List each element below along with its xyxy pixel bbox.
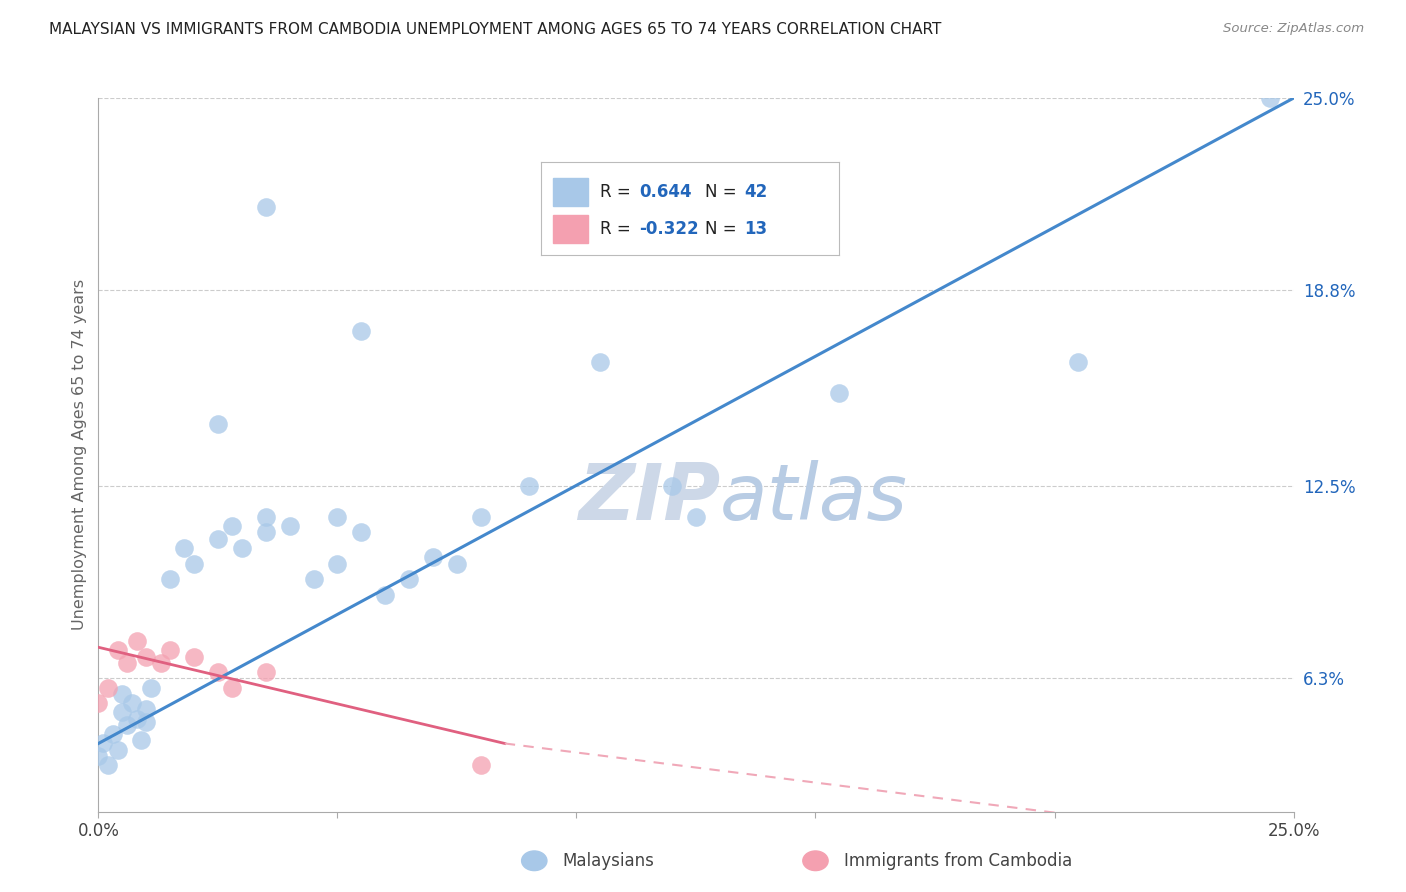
Point — [398, 572, 420, 586]
Point — [135, 714, 157, 729]
Text: 0.644: 0.644 — [640, 183, 692, 201]
Point — [207, 532, 229, 546]
Point — [87, 748, 110, 763]
Point — [589, 355, 612, 369]
Point — [159, 572, 181, 586]
Point — [131, 733, 153, 747]
Point — [254, 510, 277, 524]
Point — [115, 656, 138, 670]
Point — [231, 541, 253, 555]
Point — [207, 417, 229, 431]
Point — [470, 758, 492, 772]
Point — [135, 649, 157, 664]
Point — [183, 649, 205, 664]
Point — [254, 525, 277, 540]
Point — [111, 706, 134, 720]
Point — [91, 736, 114, 750]
Point — [125, 634, 148, 648]
Point — [97, 758, 120, 772]
Point — [107, 742, 129, 756]
Point — [374, 588, 396, 602]
Point — [685, 510, 707, 524]
Text: R =: R = — [600, 220, 637, 238]
Text: R =: R = — [600, 183, 637, 201]
Point — [326, 510, 349, 524]
Text: atlas: atlas — [720, 459, 908, 536]
Y-axis label: Unemployment Among Ages 65 to 74 years: Unemployment Among Ages 65 to 74 years — [72, 279, 87, 631]
Point — [111, 687, 134, 701]
Point — [207, 665, 229, 679]
Text: -0.322: -0.322 — [640, 220, 699, 238]
Point — [149, 656, 172, 670]
Text: N =: N = — [704, 183, 742, 201]
Point — [183, 557, 205, 571]
Text: ZIP: ZIP — [578, 459, 720, 536]
Point — [125, 712, 148, 726]
Point — [254, 665, 277, 679]
Point — [661, 479, 683, 493]
Text: 13: 13 — [744, 220, 766, 238]
Point — [350, 525, 373, 540]
Point — [139, 681, 162, 695]
Point — [1258, 91, 1281, 105]
Point — [97, 681, 120, 695]
Point — [87, 696, 110, 710]
Point — [278, 519, 301, 533]
Point — [115, 718, 138, 732]
Point — [254, 200, 277, 214]
Text: N =: N = — [704, 220, 742, 238]
Bar — [553, 215, 588, 243]
Point — [350, 324, 373, 338]
Point — [221, 681, 243, 695]
Point — [159, 643, 181, 657]
Text: Immigrants from Cambodia: Immigrants from Cambodia — [844, 852, 1071, 870]
Point — [1067, 355, 1090, 369]
Bar — [553, 178, 588, 206]
Point — [302, 572, 325, 586]
Point — [121, 696, 143, 710]
Point — [135, 702, 157, 716]
Text: Source: ZipAtlas.com: Source: ZipAtlas.com — [1223, 22, 1364, 36]
Point — [173, 541, 195, 555]
Text: 42: 42 — [744, 183, 768, 201]
Point — [422, 550, 444, 565]
Point — [828, 385, 851, 400]
Point — [101, 727, 124, 741]
Point — [517, 479, 540, 493]
Point — [107, 643, 129, 657]
Point — [470, 510, 492, 524]
Point — [326, 557, 349, 571]
Point — [446, 557, 468, 571]
Point — [221, 519, 243, 533]
Text: MALAYSIAN VS IMMIGRANTS FROM CAMBODIA UNEMPLOYMENT AMONG AGES 65 TO 74 YEARS COR: MALAYSIAN VS IMMIGRANTS FROM CAMBODIA UN… — [49, 22, 942, 37]
Text: Malaysians: Malaysians — [562, 852, 654, 870]
